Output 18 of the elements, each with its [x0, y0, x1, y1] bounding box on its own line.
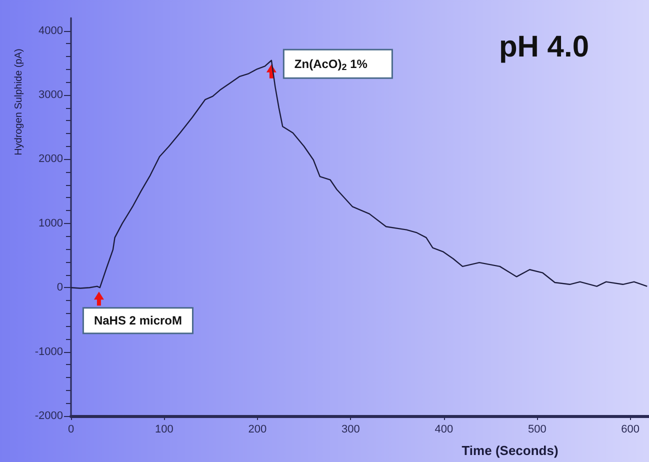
- x-tick-label: 400: [434, 424, 454, 436]
- y-axis-title: Hydrogen Sulphide (pA): [13, 48, 24, 156]
- x-axis-title: Time (Seconds): [462, 443, 558, 458]
- x-tick-label: 0: [68, 424, 74, 436]
- x-tick-label: 500: [528, 424, 546, 436]
- x-tick-label: 300: [342, 424, 360, 436]
- annotation: pH 4.0: [498, 30, 589, 64]
- x-tick-label: 200: [248, 424, 267, 436]
- y-tick-label: 2000: [38, 153, 63, 166]
- x-tick-label: 600: [621, 424, 640, 436]
- y-tick-label: 4000: [38, 24, 63, 37]
- y-tick-label: 0: [56, 282, 63, 294]
- x-tick-label: 100: [155, 424, 174, 436]
- annotation: NaHS 2 microM: [94, 314, 182, 328]
- y-tick-label: -1000: [34, 346, 63, 358]
- y-tick-label: -2000: [34, 410, 63, 422]
- y-tick-label: 1000: [38, 217, 63, 230]
- y-tick-label: 3000: [38, 89, 63, 102]
